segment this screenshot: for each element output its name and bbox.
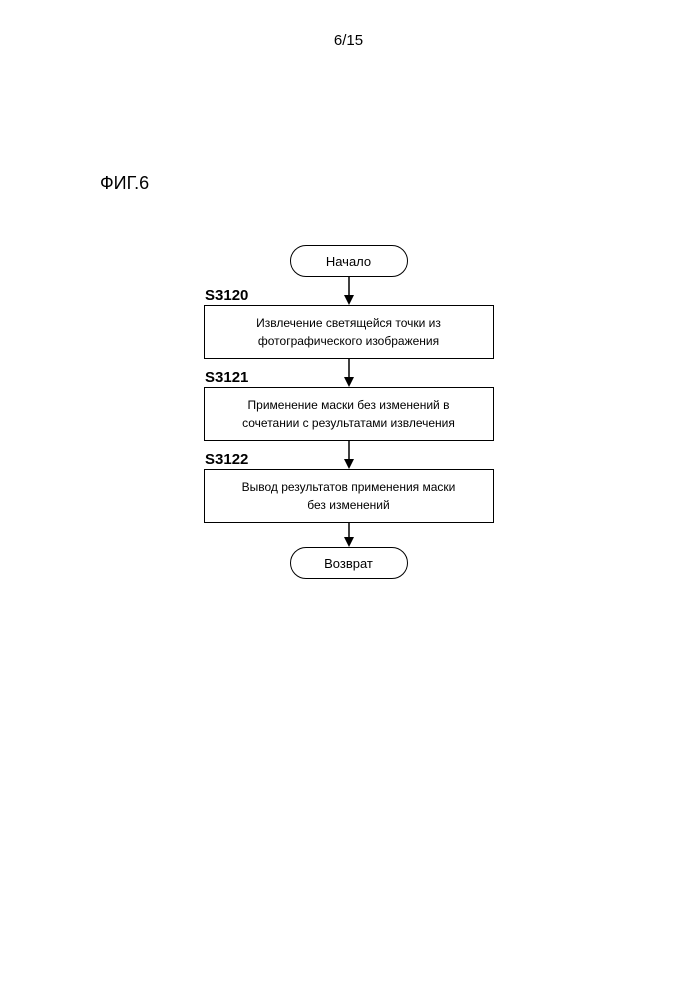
terminal-end: Возврат (290, 547, 408, 579)
process-s3122-line2: без изменений (217, 496, 481, 514)
page-number: 6/15 (0, 32, 697, 49)
arrow-3 (0, 441, 697, 469)
process-s3122-line1: Вывод результатов применения маски (217, 478, 481, 496)
arrow-4 (0, 523, 697, 547)
process-s3121-line1: Применение маски без изменений в (217, 396, 481, 414)
terminal-start-label: Начало (326, 254, 371, 269)
step-label-s3120: S3120 (205, 287, 248, 304)
process-s3120-line2: фотографического изображения (217, 332, 481, 350)
arrow-1 (0, 277, 697, 305)
process-s3121-line2: сочетании с результатами извлечения (217, 414, 481, 432)
flowchart: Начало S3120 Извлечение светящейся точки… (0, 245, 697, 579)
terminal-end-label: Возврат (324, 556, 373, 571)
process-s3121: Применение маски без изменений в сочетан… (204, 387, 494, 441)
arrow-2 (0, 359, 697, 387)
terminal-start: Начало (290, 245, 408, 277)
process-s3120: Извлечение светящейся точки из фотографи… (204, 305, 494, 359)
process-s3120-line1: Извлечение светящейся точки из (217, 314, 481, 332)
process-s3122: Вывод результатов применения маски без и… (204, 469, 494, 523)
figure-label: ФИГ.6 (100, 173, 149, 194)
step-label-s3122: S3122 (205, 451, 248, 468)
step-label-s3121: S3121 (205, 369, 248, 386)
